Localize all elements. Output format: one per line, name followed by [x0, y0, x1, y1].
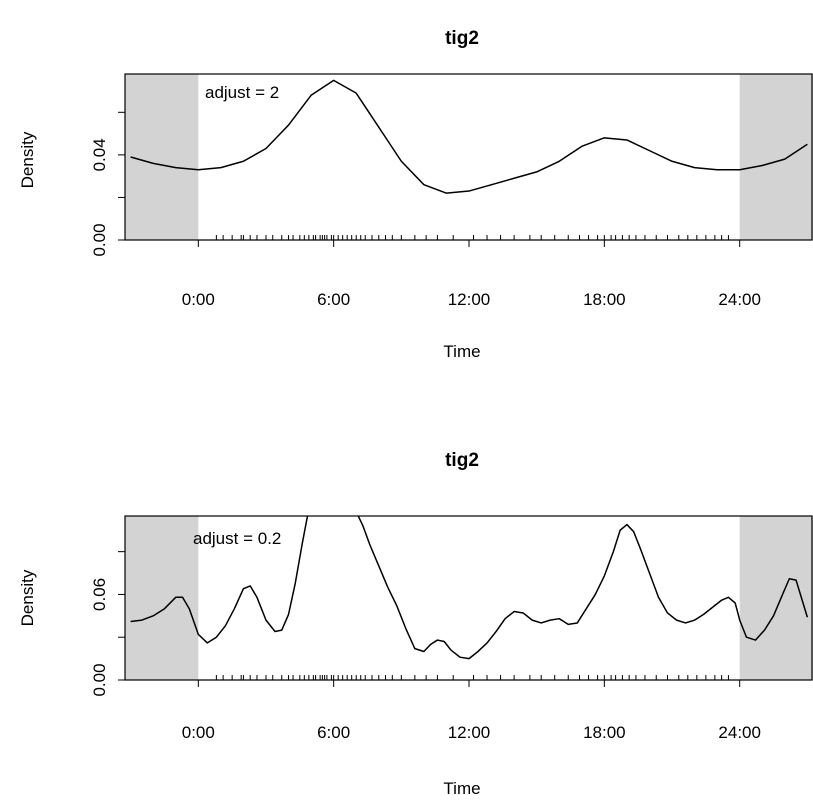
shaded-region: [739, 74, 813, 240]
x-tick-label: 6:00: [317, 723, 350, 742]
density-line: [130, 516, 809, 660]
shaded-region: [125, 516, 199, 680]
shaded-region: [125, 74, 199, 240]
x-tick-label: 12:00: [448, 290, 491, 309]
x-axis-label: Time: [443, 342, 480, 361]
plot-area: adjust = 20:00 6:00 12:00 18:00 24:000.000.0…: [90, 73, 813, 309]
chart-title: tig2: [445, 450, 479, 471]
x-axis: 0:00 6:00 12:00 18:00 24:00: [182, 679, 761, 742]
x-tick-label: 18:00: [583, 290, 626, 309]
x-axis: 0:00 6:00 12:00 18:00 24:00: [182, 239, 761, 309]
x-tick-label: 0:00: [182, 723, 215, 742]
y-axis-label: Density: [18, 569, 37, 626]
y-axis: 0.00 0.06: [90, 551, 126, 697]
chart-panel-adjust-0-2: tig2 adjust = 0.2 0:00 6:00 12:00 18:00 24:00…: [18, 450, 813, 798]
x-tick-label: 24:00: [718, 723, 761, 742]
x-tick-label: 18:00: [583, 723, 626, 742]
chart-panel-adjust-2: tig2 adjust = 2 0:00 6:00 12:00 18:00 24:00 0.…: [18, 28, 813, 361]
y-axis-label: Density: [18, 131, 37, 188]
x-tick-label: 24:00: [718, 290, 761, 309]
x-tick-label: 6:00: [317, 290, 350, 309]
annotation-label: adjust = 2: [205, 83, 279, 102]
y-tick-label: 0.00: [90, 663, 109, 696]
annotation-label: adjust = 0.2: [193, 529, 281, 548]
x-tick-label: 0:00: [182, 290, 215, 309]
density-line: [130, 79, 808, 194]
chart-title: tig2: [445, 28, 479, 49]
y-tick-label: 0.06: [90, 578, 109, 611]
y-tick-label: 0.00: [90, 223, 109, 256]
y-tick-label: 0.04: [90, 138, 109, 171]
x-axis-label: Time: [443, 779, 480, 798]
y-axis: 0.00 0.04: [90, 111, 126, 257]
x-tick-label: 12:00: [448, 723, 491, 742]
plot-area: adjust = 0.20:00 6:00 12:00 18:00 24:000.000…: [90, 515, 813, 742]
